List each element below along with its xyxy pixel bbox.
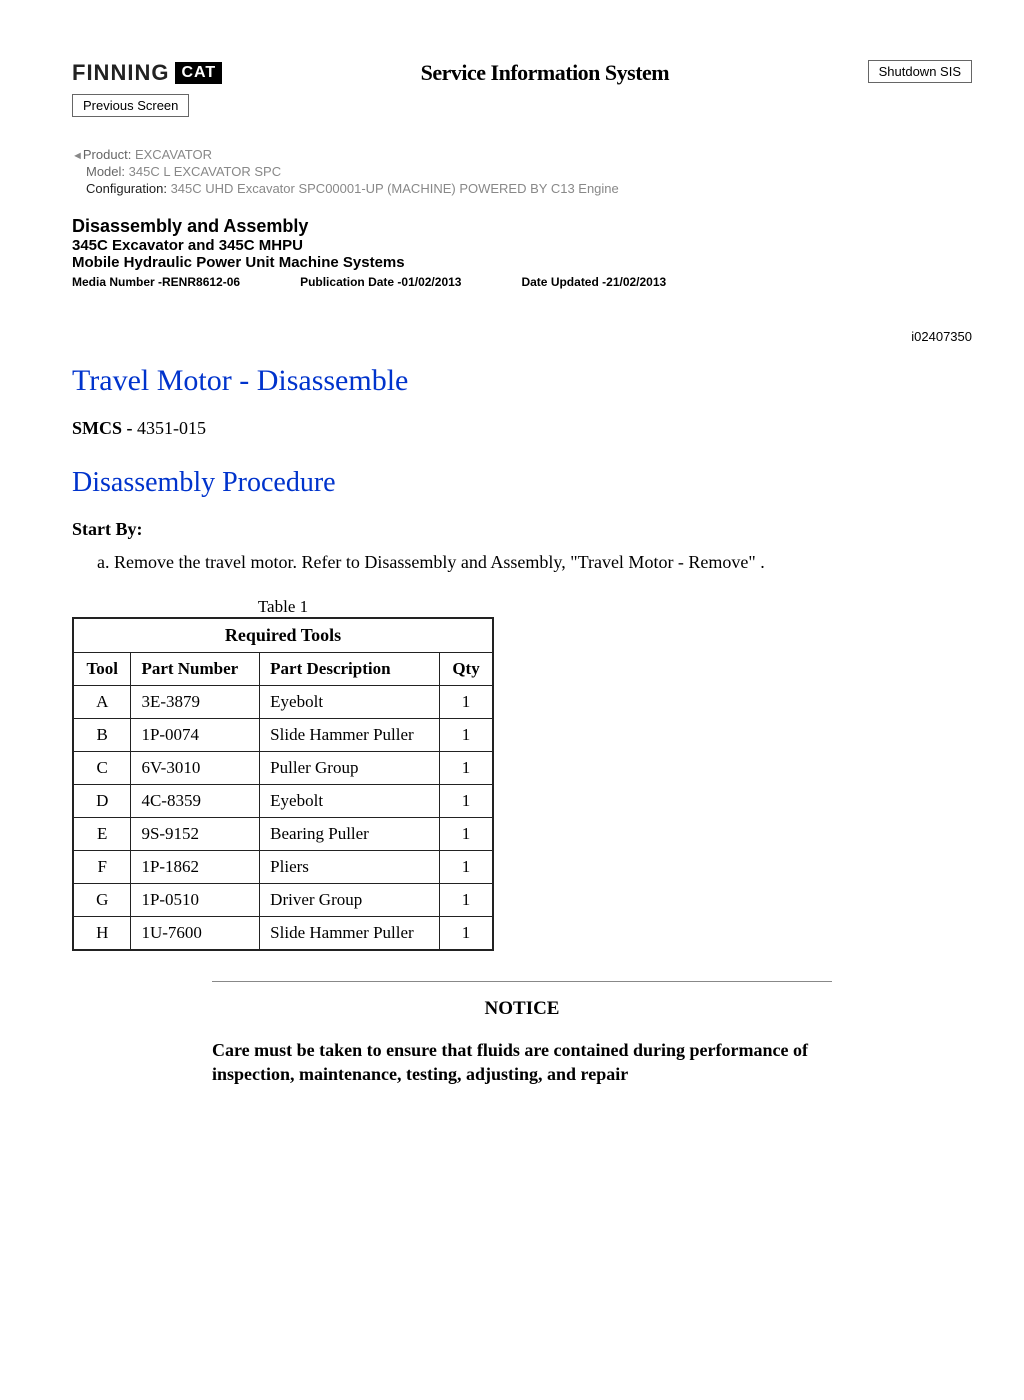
previous-screen-button[interactable]: Previous Screen [72,94,189,117]
table-row: A3E-3879Eyebolt1 [73,686,493,719]
doc-id: i02407350 [72,329,972,344]
product-label: Product: [83,147,131,162]
start-by-list: Remove the travel motor. Refer to Disass… [72,552,972,573]
table-row: G1P-0510Driver Group1 [73,884,493,917]
table-cell: Slide Hammer Puller [260,917,440,951]
table-cell: Slide Hammer Puller [260,719,440,752]
table-cell: A [73,686,131,719]
notice-text: Care must be taken to ensure that fluids… [212,1038,832,1087]
config-value: 345C UHD Excavator SPC00001-UP (MACHINE)… [171,181,619,196]
table-cell: 1 [440,884,493,917]
table-cell: 1 [440,785,493,818]
smcs-line: SMCS - 4351-015 [72,418,972,439]
table-cell: B [73,719,131,752]
required-tools-table: Required Tools ToolPart NumberPart Descr… [72,617,494,951]
table-cell: 1P-0510 [131,884,260,917]
table-column-header: Part Number [131,653,260,686]
table-column-header: Qty [440,653,493,686]
doc-title: Disassembly and Assembly [72,216,972,237]
table-cell: 9S-9152 [131,818,260,851]
smcs-label: SMCS - [72,418,133,438]
table-cell: D [73,785,131,818]
date-updated: Date Updated -21/02/2013 [521,275,666,289]
logo-text: FINNING [72,60,169,86]
table-row: E9S-9152Bearing Puller1 [73,818,493,851]
back-arrow-icon[interactable]: ◄ [72,150,83,162]
table-cell: 4C-8359 [131,785,260,818]
model-value: 345C L EXCAVATOR SPC [129,164,281,179]
section-title: Disassembly Procedure [72,467,972,499]
table-cell: 1 [440,818,493,851]
prev-screen-row: Previous Screen [72,94,972,117]
table-cell: 1 [440,851,493,884]
notice-divider [212,981,832,982]
table-cell: C [73,752,131,785]
logo-badge: CAT [175,62,222,84]
table-cell: 1 [440,686,493,719]
table-cell: 1 [440,752,493,785]
table-row: C6V-3010Puller Group1 [73,752,493,785]
table-cell: 3E-3879 [131,686,260,719]
table-cell: 1 [440,719,493,752]
list-item: Remove the travel motor. Refer to Disass… [114,552,972,573]
table-cell: Bearing Puller [260,818,440,851]
config-label: Configuration: [86,181,167,196]
table-cell: Puller Group [260,752,440,785]
table-column-header: Part Description [260,653,440,686]
logo-block: FINNING CAT [72,60,222,86]
table-row: F1P-1862Pliers1 [73,851,493,884]
table-cell: 1P-0074 [131,719,260,752]
table-cell: Eyebolt [260,785,440,818]
table-cell: Driver Group [260,884,440,917]
table-cell: E [73,818,131,851]
doc-sub2: Mobile Hydraulic Power Unit Machine Syst… [72,254,972,271]
product-meta-block: ◄Product: EXCAVATOR Model: 345C L EXCAVA… [72,147,972,196]
notice-title: NOTICE [212,998,832,1020]
smcs-value: 4351-015 [137,418,206,438]
table-row: D4C-8359Eyebolt1 [73,785,493,818]
notice-block: NOTICE Care must be taken to ensure that… [212,981,832,1087]
table-title: Required Tools [73,618,493,653]
pub-row: Media Number -RENR8612-06 Publication Da… [72,275,972,289]
doc-header: Disassembly and Assembly 345C Excavator … [72,216,972,289]
main-title: Travel Motor - Disassemble [72,364,972,398]
start-by-label: Start By: [72,519,972,540]
product-value: EXCAVATOR [135,147,212,162]
sis-title: Service Information System [421,60,670,86]
table-cell: Eyebolt [260,686,440,719]
table-cell: 1U-7600 [131,917,260,951]
table-row: H1U-7600Slide Hammer Puller1 [73,917,493,951]
table-caption: Table 1 [72,597,494,617]
doc-sub1: 345C Excavator and 345C MHPU [72,237,972,254]
table-cell: 1P-1862 [131,851,260,884]
publication-date: Publication Date -01/02/2013 [300,275,461,289]
table-cell: H [73,917,131,951]
table-cell: Pliers [260,851,440,884]
model-label: Model: [86,164,125,179]
table-cell: 6V-3010 [131,752,260,785]
table-cell: F [73,851,131,884]
table-cell: 1 [440,917,493,951]
media-number: Media Number -RENR8612-06 [72,275,240,289]
top-bar: FINNING CAT Service Information System S… [72,60,972,86]
table-column-header: Tool [73,653,131,686]
shutdown-sis-button[interactable]: Shutdown SIS [868,60,972,83]
table-cell: G [73,884,131,917]
table-row: B1P-0074Slide Hammer Puller1 [73,719,493,752]
